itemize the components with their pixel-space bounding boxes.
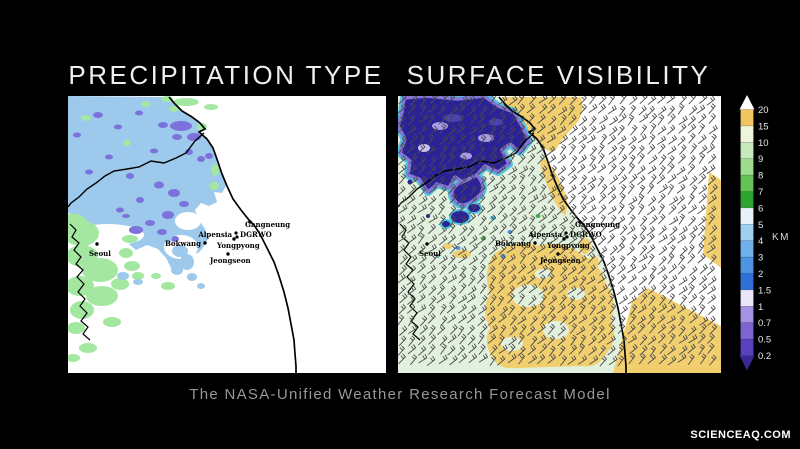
city-marker-alpensia: Alpensia [197,230,238,239]
city-marker-jeongseon: Jeongseon [539,252,581,265]
city-dot [95,242,99,246]
colorbar-segments [740,109,754,357]
colorbar-tick-label: 8 [758,171,763,182]
city-dot [248,220,252,224]
city-label: Seoul [89,249,111,258]
colorbar-segment [740,158,754,176]
city-label: Jeongseon [209,256,251,265]
city-label: Yongpyong [216,241,260,250]
watermark: SCIENCEAQ.COM [690,429,791,441]
city-markers: Seoul Gangneung Alpensia DGRWO Bokwang Y… [419,220,620,265]
coastline [168,96,297,373]
city-label: Bokwang [495,239,531,248]
city-label: Seoul [419,249,441,258]
city-label: Bokwang [165,239,201,248]
city-label: DGRWO [240,230,272,239]
colorbar-tick-label: 20 [758,105,769,116]
city-marker-dgrwo: DGRWO [565,230,602,239]
colorbar-segment [740,256,754,275]
colorbar-tick-label: 1 [758,302,763,313]
colorbar-segment [740,306,754,324]
colorbar-tick-label: 3 [758,253,763,264]
city-dot [564,231,568,235]
colorbar-segment [740,142,754,160]
city-dot [235,235,239,239]
colorbar-segment [740,125,754,143]
border-line [68,132,205,208]
colorbar-unit-label: KM [772,232,790,243]
colorbar-segment [740,322,754,340]
colorbar-segment [740,224,754,242]
colorbar-segment [740,289,754,307]
colorbar-segment [740,273,754,291]
colorbar-segment [740,174,754,193]
city-marker-gangneung: Gangneung [245,220,290,229]
west-coastline [399,223,421,341]
colorbar-segment [740,109,754,127]
colorbar-tick-label: 9 [758,154,763,165]
colorbar-ticks: 20 15 10 9 8 7 6 5 4 3 2 1.5 1 0.7 0.5 0.2 [758,105,771,362]
city-dot [425,242,429,246]
city-label: Jeongseon [539,256,581,265]
colorbar-tick-label: 1.5 [758,285,771,296]
colorbar-segment [740,191,754,209]
city-marker-alpensia: Alpensia [527,230,568,239]
precipitation-map: Seoul Gangneung Alpensia DGRWO Bokwang Y… [67,95,387,374]
city-marker-seoul: Seoul [89,242,111,258]
colorbar-tick-label: 0.5 [758,335,771,346]
city-marker-seoul: Seoul [419,242,441,258]
colorbar-segment [740,207,754,225]
city-marker-yongpyong: Yongpyong [546,237,590,250]
colorbar-tick-label: 4 [758,236,763,247]
city-dot [556,252,560,256]
city-dot [226,252,230,256]
west-coastline [69,223,91,341]
colorbar-tick-label: 0.7 [758,318,771,329]
city-label: Alpensia [197,230,232,239]
city-marker-gangneung: Gangneung [575,220,620,229]
city-dot [232,237,236,241]
visibility-map: Seoul Gangneung Alpensia DGRWO Bokwang Y… [397,95,722,374]
colorbar-tick-label: 0.2 [758,351,771,362]
city-label: Gangneung [245,220,290,229]
colorbar-top-arrow [739,95,755,110]
snow-areas [68,96,219,362]
mixed-precip-areas [73,110,213,242]
city-dot [562,237,566,241]
coastline [498,96,627,373]
colorbar-tick-label: 5 [758,220,763,231]
precipitation-map-title: PRECIPITATION TYPE [68,60,384,90]
colorbar-tick-label: 6 [758,203,763,214]
city-dot [203,241,207,245]
colorbar-tick-label: 7 [758,187,763,198]
detached-rain-patches [117,235,205,289]
city-marker-yongpyong: Yongpyong [216,237,260,250]
colorbar-segment [740,240,754,258]
city-dot [234,231,238,235]
city-markers: Seoul Gangneung Alpensia DGRWO Bokwang Y… [89,220,290,265]
city-label: Yongpyong [546,241,590,250]
city-dot [565,235,569,239]
city-label: DGRWO [570,230,602,239]
city-label: Gangneung [575,220,620,229]
colorbar-tick-label: 2 [758,269,763,280]
high-visibility-areas [443,97,721,373]
visibility-colorbar: 20 15 10 9 8 7 6 5 4 3 2 1.5 1 0.7 0.5 0.2 KM [739,95,790,371]
city-marker-dgrwo: DGRWO [235,230,272,239]
colorbar-tick-label: 15 [758,121,769,132]
colorbar-segment [740,338,754,357]
city-dot [578,220,582,224]
visibility-map-title: SURFACE VISIBILITY [406,60,711,90]
city-marker-jeongseon: Jeongseon [209,252,251,265]
colorbar-tick-label: 10 [758,138,769,149]
city-marker-bokwang: Bokwang [165,239,207,248]
city-marker-bokwang: Bokwang [495,239,537,248]
colorbar-bottom-arrow [739,355,755,371]
city-dot [533,241,537,245]
city-label: Alpensia [527,230,562,239]
caption: The NASA-Unified Weather Research Foreca… [189,386,611,403]
